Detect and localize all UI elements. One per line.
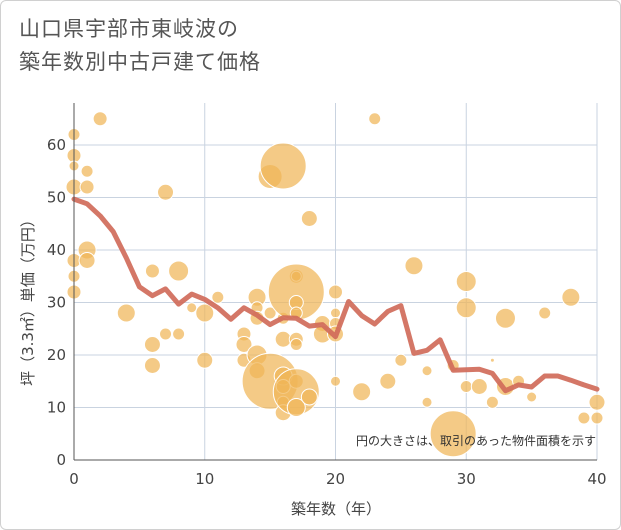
size-legend-note: 円の大きさは、取引のあった物件面積を示す <box>356 433 596 448</box>
chart-title: 山口県宇部市東岐波の 築年数別中古戸建て価格 <box>19 13 261 79</box>
data-bubble <box>143 336 161 353</box>
data-bubble <box>429 410 477 458</box>
y-tick-label: 20 <box>47 346 66 364</box>
data-bubble <box>538 306 552 320</box>
x-tick-label: 30 <box>457 470 476 488</box>
data-bubble <box>196 351 214 369</box>
data-bubble <box>195 303 215 323</box>
data-bubble <box>494 307 516 329</box>
data-bubble <box>588 393 606 411</box>
chart-title-line-1: 山口県宇部市東岐波の <box>19 17 239 41</box>
y-tick-label: 40 <box>47 241 66 259</box>
y-tick-label: 0 <box>56 451 66 469</box>
data-bubble <box>394 353 408 367</box>
data-bubble <box>455 297 477 319</box>
data-bubble <box>328 284 343 300</box>
data-bubble <box>577 411 591 425</box>
data-bubble <box>143 357 161 374</box>
data-bubble <box>157 183 175 201</box>
data-bubble <box>186 302 198 314</box>
data-bubble <box>421 396 433 408</box>
y-tick-label: 50 <box>47 189 66 207</box>
data-bubble <box>300 388 318 406</box>
data-bubble <box>79 179 95 195</box>
data-bubble <box>459 380 473 393</box>
x-tick-label: 40 <box>587 470 606 488</box>
data-bubble <box>144 263 160 279</box>
x-axis-label: 築年数（年） <box>291 500 381 518</box>
x-tick-label: 0 <box>69 470 79 488</box>
data-bubble <box>489 357 495 363</box>
data-bubble <box>286 398 306 417</box>
y-tick-label: 10 <box>47 399 66 417</box>
axes: 0 10 20 30 40 50 60 0 10 20 30 40 <box>47 103 607 488</box>
data-bubble <box>379 372 397 390</box>
data-bubble <box>168 260 190 282</box>
data-bubble <box>259 142 307 190</box>
data-bubble <box>159 327 173 341</box>
grid <box>74 103 598 460</box>
data-bubble <box>352 382 372 402</box>
x-tick-label: 10 <box>195 470 214 488</box>
data-bubble <box>78 252 96 269</box>
average-price-line <box>71 196 600 394</box>
data-bubble <box>116 303 136 323</box>
data-bubble <box>235 336 253 353</box>
data-bubble <box>172 327 186 341</box>
x-tick-label: 20 <box>326 470 345 488</box>
data-bubble <box>289 338 303 351</box>
trend-line-layer <box>71 196 600 394</box>
y-axis-label: 坪（3.3㎡）単価（万円） <box>19 212 37 386</box>
data-bubble <box>455 271 477 292</box>
data-bubble <box>561 287 581 307</box>
data-bubble <box>470 378 488 395</box>
data-bubble <box>590 411 604 425</box>
bubble-layer <box>65 111 606 458</box>
data-bubble <box>211 290 225 304</box>
data-bubble <box>368 112 382 126</box>
data-bubble <box>330 375 341 387</box>
data-bubble <box>263 306 277 320</box>
chart-title-line-2: 築年数別中古戸建て価格 <box>19 50 261 74</box>
data-bubble <box>80 164 94 178</box>
data-bubble <box>526 391 538 403</box>
data-bubble <box>300 210 318 227</box>
data-bubble <box>330 307 341 319</box>
data-bubble <box>92 111 108 127</box>
y-tick-label: 30 <box>47 294 66 312</box>
data-bubble <box>485 395 499 409</box>
data-bubble <box>421 365 433 377</box>
data-bubble <box>404 256 424 276</box>
y-tick-label: 60 <box>47 136 66 154</box>
